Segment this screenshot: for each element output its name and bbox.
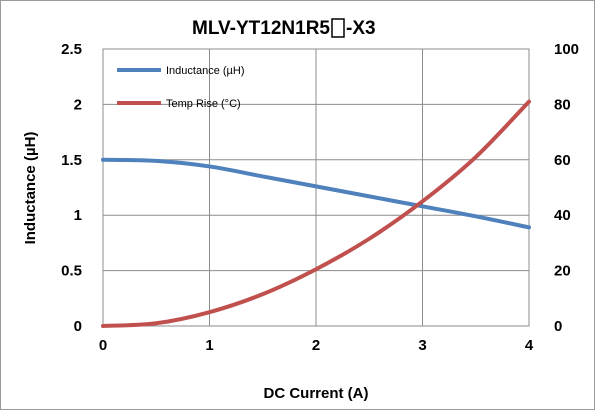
title-placeholder-box <box>331 18 345 38</box>
x-tick-label: 3 <box>418 337 426 354</box>
y-tick-label: 1 <box>74 207 82 224</box>
x-tick-label: 0 <box>99 337 107 354</box>
x-axis-title: DC Current (A) <box>264 385 369 402</box>
series-layer <box>101 99 531 328</box>
legend-label-temp-rise: Temp Rise (°C) <box>166 98 241 110</box>
legend-label-inductance: Inductance (µH) <box>166 65 244 77</box>
y-tick-label: 2 <box>74 96 82 113</box>
grid-layer <box>103 49 529 326</box>
series-line-inductance <box>101 157 531 230</box>
y-axis-title: Inductance (µH) <box>22 132 39 245</box>
chart-title-group: MLV-YT12N1R5 -X3 <box>192 18 376 39</box>
y-tick-label: 2.5 <box>61 41 82 58</box>
plot-area <box>102 48 530 327</box>
y2-tick-label: 60 <box>554 152 571 169</box>
series-line-temp-rise <box>101 99 531 328</box>
x-tick-label: 4 <box>525 337 534 354</box>
y-tick-label: 0.5 <box>61 263 82 280</box>
legend: Inductance (µH) Temp Rise (°C) <box>117 65 244 110</box>
chart-title: MLV-YT12N1R5 <box>192 18 330 39</box>
y2-tick-label: 100 <box>554 41 579 58</box>
y2-tick-label: 0 <box>554 318 562 335</box>
y2-tick-label: 40 <box>554 207 571 224</box>
x-tick-label: 2 <box>312 337 320 354</box>
y-tick-label: 1.5 <box>61 152 82 169</box>
chart-title-suffix: -X3 <box>346 18 376 39</box>
x-tick-label: 1 <box>205 337 213 354</box>
y2-tick-label: 80 <box>554 96 571 113</box>
y2-tick-label: 20 <box>554 263 571 280</box>
y-tick-label: 0 <box>74 318 82 335</box>
